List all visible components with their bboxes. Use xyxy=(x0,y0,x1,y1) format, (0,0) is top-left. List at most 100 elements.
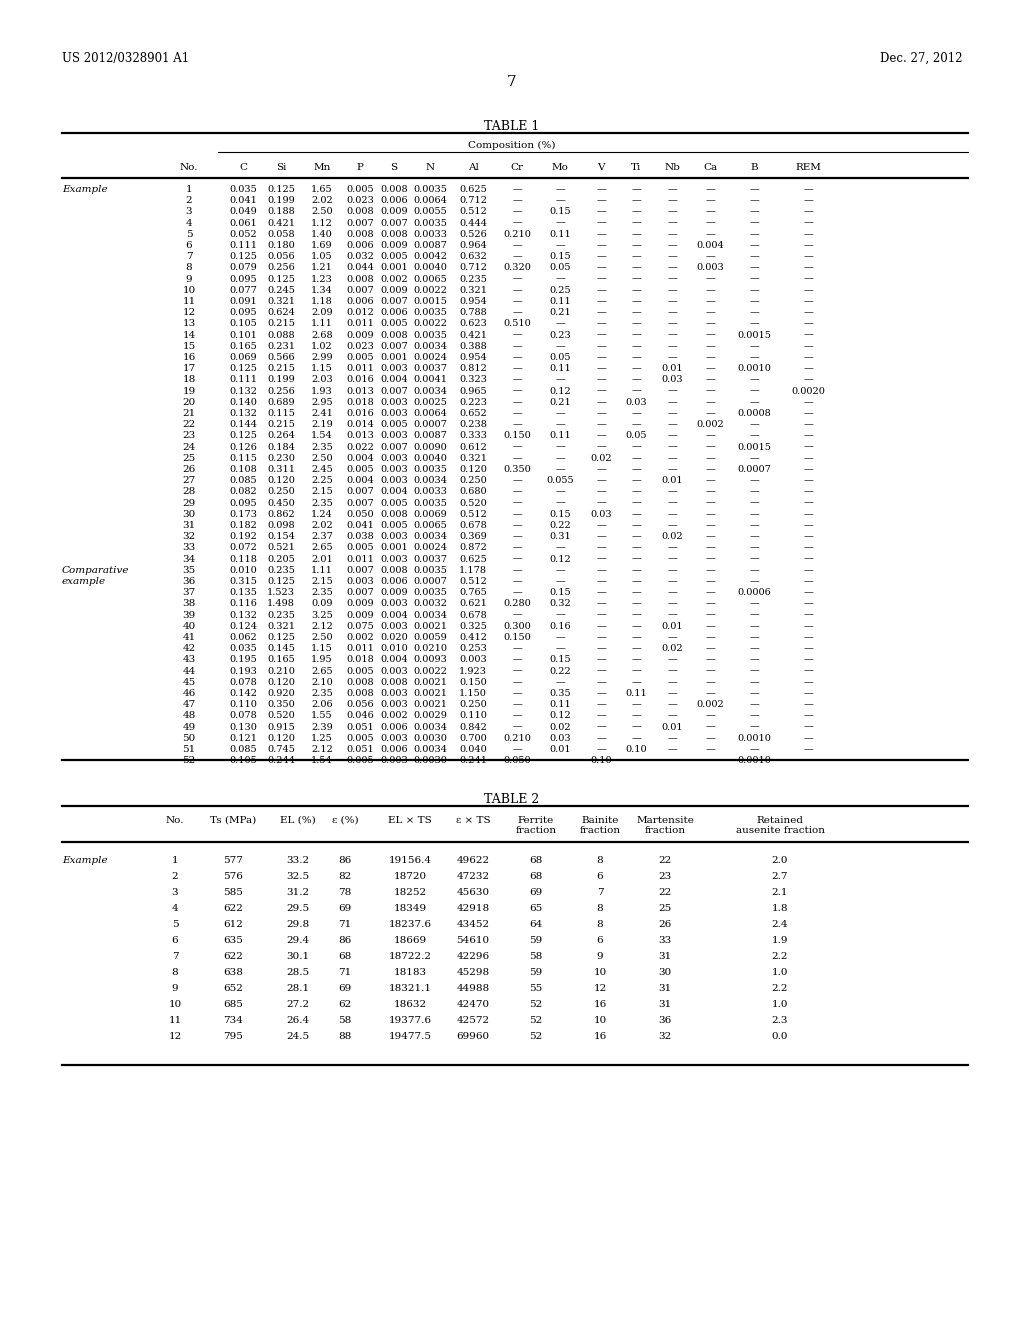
Text: 45298: 45298 xyxy=(457,968,489,977)
Text: 30: 30 xyxy=(658,968,672,977)
Text: 2.02: 2.02 xyxy=(311,197,333,205)
Text: —: — xyxy=(631,219,641,227)
Text: —: — xyxy=(706,375,715,384)
Text: 0.15: 0.15 xyxy=(549,589,570,597)
Text: 0.008: 0.008 xyxy=(346,275,374,284)
Text: 18183: 18183 xyxy=(393,968,427,977)
Text: —: — xyxy=(596,197,606,205)
Text: —: — xyxy=(706,554,715,564)
Text: 0.120: 0.120 xyxy=(267,477,295,486)
Text: 0.126: 0.126 xyxy=(229,442,257,451)
Text: —: — xyxy=(512,656,522,664)
Text: 0.008: 0.008 xyxy=(380,510,408,519)
Text: —: — xyxy=(750,242,759,249)
Text: 0.0040: 0.0040 xyxy=(413,264,446,272)
Text: 685: 685 xyxy=(223,1001,243,1008)
Text: 0.31: 0.31 xyxy=(549,532,570,541)
Text: 28: 28 xyxy=(182,487,196,496)
Text: 0.035: 0.035 xyxy=(229,185,257,194)
Text: 0.077: 0.077 xyxy=(229,286,257,294)
Text: C: C xyxy=(239,162,247,172)
Text: —: — xyxy=(706,397,715,407)
Text: fraction: fraction xyxy=(644,826,685,836)
Text: —: — xyxy=(631,477,641,486)
Text: 58: 58 xyxy=(529,952,543,961)
Text: 39: 39 xyxy=(182,611,196,619)
Text: 52: 52 xyxy=(529,1032,543,1041)
Text: 0.125: 0.125 xyxy=(267,185,295,194)
Text: —: — xyxy=(667,611,677,619)
Text: 0.250: 0.250 xyxy=(459,477,486,486)
Text: No.: No. xyxy=(166,816,184,825)
Text: 0.0087: 0.0087 xyxy=(413,432,446,441)
Text: —: — xyxy=(512,477,522,486)
Text: 2: 2 xyxy=(172,873,178,880)
Text: 0.689: 0.689 xyxy=(267,397,295,407)
Text: —: — xyxy=(803,577,813,586)
Text: 23: 23 xyxy=(182,432,196,441)
Text: 68: 68 xyxy=(529,873,543,880)
Text: 0.0024: 0.0024 xyxy=(413,352,447,362)
Text: 0.132: 0.132 xyxy=(229,409,257,418)
Text: 0.003: 0.003 xyxy=(380,432,408,441)
Text: —: — xyxy=(667,589,677,597)
Text: 0.862: 0.862 xyxy=(267,510,295,519)
Text: 0.130: 0.130 xyxy=(229,722,257,731)
Text: 0.01: 0.01 xyxy=(662,477,683,486)
Text: Cr: Cr xyxy=(511,162,523,172)
Text: —: — xyxy=(512,352,522,362)
Text: 0.007: 0.007 xyxy=(380,442,408,451)
Text: 14: 14 xyxy=(182,330,196,339)
Text: 0.072: 0.072 xyxy=(229,544,257,552)
Text: —: — xyxy=(750,375,759,384)
Text: —: — xyxy=(631,364,641,374)
Text: 0.007: 0.007 xyxy=(380,219,408,227)
Text: 2.12: 2.12 xyxy=(311,622,333,631)
Text: 55: 55 xyxy=(529,983,543,993)
Text: 0.05: 0.05 xyxy=(549,264,570,272)
Text: —: — xyxy=(803,499,813,508)
Text: —: — xyxy=(667,387,677,396)
Text: Example: Example xyxy=(62,185,108,194)
Text: 31: 31 xyxy=(658,983,672,993)
Text: —: — xyxy=(596,744,606,754)
Text: —: — xyxy=(706,722,715,731)
Text: —: — xyxy=(631,532,641,541)
Text: 0.004: 0.004 xyxy=(696,242,724,249)
Text: —: — xyxy=(512,700,522,709)
Text: 0.954: 0.954 xyxy=(459,297,486,306)
Text: 0.10: 0.10 xyxy=(590,756,611,766)
Text: —: — xyxy=(750,219,759,227)
Text: 27: 27 xyxy=(182,477,196,486)
Text: Comparative: Comparative xyxy=(62,566,129,574)
Text: —: — xyxy=(750,634,759,642)
Text: 0.044: 0.044 xyxy=(346,264,374,272)
Text: 0.118: 0.118 xyxy=(229,554,257,564)
Text: —: — xyxy=(803,711,813,721)
Text: —: — xyxy=(555,611,565,619)
Text: —: — xyxy=(667,544,677,552)
Text: 0.101: 0.101 xyxy=(229,330,257,339)
Text: —: — xyxy=(512,544,522,552)
Text: —: — xyxy=(706,521,715,531)
Text: 0.009: 0.009 xyxy=(346,599,374,609)
Text: 0.16: 0.16 xyxy=(549,622,570,631)
Text: —: — xyxy=(706,577,715,586)
Text: 0.085: 0.085 xyxy=(229,744,257,754)
Text: —: — xyxy=(706,622,715,631)
Text: 0.124: 0.124 xyxy=(229,622,257,631)
Text: —: — xyxy=(750,744,759,754)
Text: 0.020: 0.020 xyxy=(380,634,408,642)
Text: —: — xyxy=(512,207,522,216)
Text: 33: 33 xyxy=(658,936,672,945)
Text: 2.50: 2.50 xyxy=(311,634,333,642)
Text: —: — xyxy=(667,219,677,227)
Text: 0.002: 0.002 xyxy=(696,420,724,429)
Text: 0.007: 0.007 xyxy=(346,286,374,294)
Text: —: — xyxy=(667,700,677,709)
Text: 0.009: 0.009 xyxy=(380,207,408,216)
Text: —: — xyxy=(512,722,522,731)
Text: 38: 38 xyxy=(182,599,196,609)
Text: 0.108: 0.108 xyxy=(229,465,257,474)
Text: 5: 5 xyxy=(172,920,178,929)
